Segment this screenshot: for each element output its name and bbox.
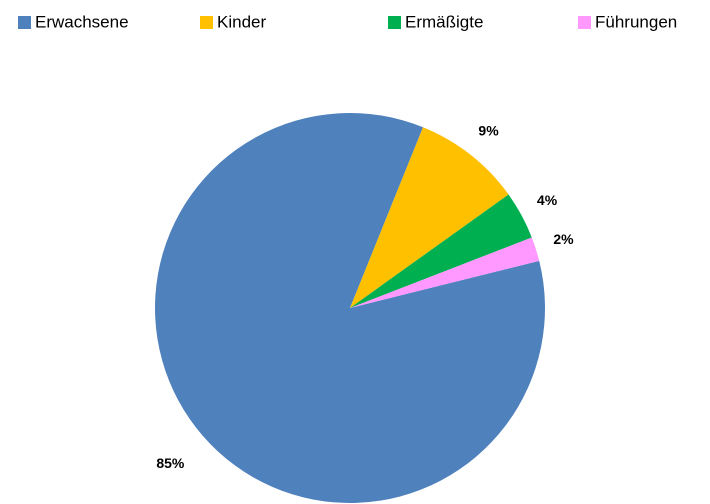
legend-label: Kinder (217, 12, 266, 31)
legend-swatch (388, 16, 401, 29)
pie-slice (350, 194, 532, 308)
data-label: 9% (478, 123, 499, 139)
pie-slice (154, 112, 545, 503)
legend-swatch (578, 16, 591, 29)
pie-slice (350, 237, 540, 308)
legend-swatch (18, 16, 31, 29)
legend-label: Führungen (595, 12, 677, 31)
legend-label: Ermäßigte (405, 12, 483, 31)
data-label: 4% (537, 192, 558, 208)
pie-slice (350, 127, 509, 308)
legend-swatch (200, 16, 213, 29)
data-label: 85% (156, 455, 185, 471)
data-label: 2% (553, 231, 574, 247)
legend-label: Erwachsene (35, 12, 129, 31)
